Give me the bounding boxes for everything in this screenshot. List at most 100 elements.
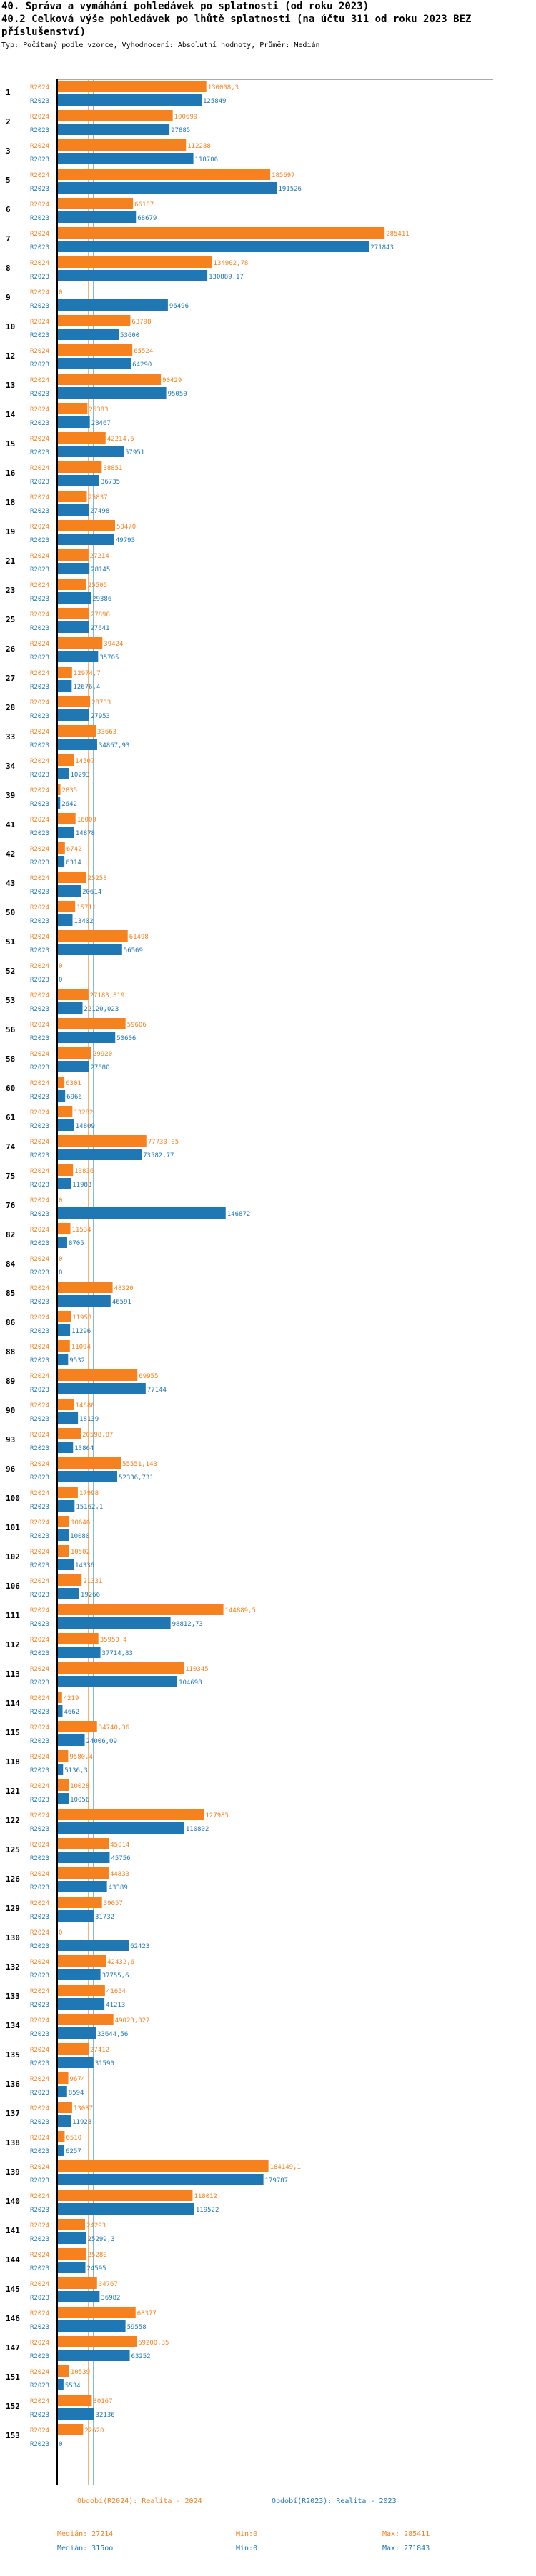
series-label-r2024: R2024 xyxy=(30,699,49,707)
category-label: 134 xyxy=(6,2021,20,2030)
category-label: 129 xyxy=(6,1904,20,1913)
bar-r2024 xyxy=(57,1018,126,1029)
series-label-r2024: R2024 xyxy=(30,2222,49,2230)
value-label-r2023: 0 xyxy=(59,977,62,984)
bar-r2024 xyxy=(57,256,212,268)
value-label-r2023: 25299,3 xyxy=(88,2236,115,2243)
series-label-r2024: R2024 xyxy=(30,1754,49,1761)
bar-r2024 xyxy=(57,1487,78,1498)
value-label-r2024: 77730,05 xyxy=(148,1139,179,1146)
series-label-r2024: R2024 xyxy=(30,319,49,326)
series-label-r2024: R2024 xyxy=(30,1871,49,1878)
bar-r2024 xyxy=(57,2277,97,2289)
bar-r2023 xyxy=(57,1002,83,1014)
series-label-r2023: R2023 xyxy=(30,391,49,398)
bar-r2023 xyxy=(57,1324,71,1336)
series-label-r2023: R2023 xyxy=(30,2324,49,2331)
series-label-r2024: R2024 xyxy=(30,1637,49,1644)
bar-r2024 xyxy=(57,608,89,619)
value-label-r2024: 69200,35 xyxy=(138,2340,169,2347)
value-label-r2023: 77144 xyxy=(147,1387,167,1394)
value-label-r2023: 11296 xyxy=(71,1328,91,1335)
bar-r2023 xyxy=(57,680,72,692)
category-label: 137 xyxy=(6,2109,20,2118)
category-label: 115 xyxy=(6,1728,20,1737)
value-label-r2024: 6742 xyxy=(66,846,82,853)
value-label-r2023: 95050 xyxy=(168,391,187,398)
bar-r2023 xyxy=(57,270,208,281)
series-label-r2024: R2024 xyxy=(30,1402,49,1409)
value-label-r2023: 10293 xyxy=(71,772,90,779)
series-label-r2024: R2024 xyxy=(30,406,49,414)
value-label-r2023: 50606 xyxy=(116,1035,136,1042)
bar-r2023 xyxy=(57,914,73,926)
bar-r2024 xyxy=(57,725,96,737)
value-label-r2023: 14336 xyxy=(75,1562,94,1569)
value-label-r2024: 10539 xyxy=(71,2369,90,2376)
series-label-r2024: R2024 xyxy=(30,875,49,882)
series-label-r2024: R2024 xyxy=(30,1168,49,1175)
category-label: 26 xyxy=(6,644,16,654)
bar-r2023 xyxy=(57,1617,171,1629)
bar-r2023 xyxy=(57,2232,86,2244)
value-label-r2023: 31590 xyxy=(95,2060,114,2067)
category-label: 130 xyxy=(6,1933,20,1942)
value-label-r2023: 98812,73 xyxy=(172,1621,203,1628)
category-label: 84 xyxy=(6,1259,16,1269)
series-label-r2024: R2024 xyxy=(30,114,49,121)
series-label-r2023: R2023 xyxy=(30,2002,49,2009)
series-label-r2023: R2023 xyxy=(30,1533,49,1540)
value-label-r2023: 29386 xyxy=(92,596,111,603)
series-label-r2024: R2024 xyxy=(30,172,49,179)
bar-r2023 xyxy=(57,592,91,604)
category-label: 90 xyxy=(6,1406,15,1415)
series-label-r2023: R2023 xyxy=(30,713,49,720)
series-label-r2023: R2023 xyxy=(30,1914,49,1921)
series-label-r2024: R2024 xyxy=(30,1227,49,1234)
value-label-r2024: 11534 xyxy=(72,1227,91,1234)
value-label-r2023: 62423 xyxy=(130,1943,149,1950)
series-label-r2023: R2023 xyxy=(30,2441,49,2448)
series-label-r2024: R2024 xyxy=(30,1578,49,1585)
category-label: 61 xyxy=(6,1113,16,1122)
value-label-r2024: 25505 xyxy=(88,582,107,589)
value-label-r2023: 56569 xyxy=(124,947,143,954)
bar-r2023 xyxy=(57,2408,94,2420)
series-label-r2024: R2024 xyxy=(30,670,49,677)
category-label: 82 xyxy=(6,1230,15,1239)
bar-r2023 xyxy=(57,768,69,779)
bar-r2024 xyxy=(57,1106,73,1117)
series-label-r2024: R2024 xyxy=(30,1607,49,1614)
value-label-r2024: 65524 xyxy=(134,348,153,355)
value-label-r2023: 37755,6 xyxy=(102,1972,129,1980)
bar-r2023 xyxy=(57,1998,105,2010)
value-label-r2024: 34740,36 xyxy=(99,1724,129,1732)
series-label-r2023: R2023 xyxy=(30,2207,49,2214)
category-label: 16 xyxy=(6,469,16,478)
series-label-r2024: R2024 xyxy=(30,2047,49,2054)
category-label: 74 xyxy=(6,1142,16,1152)
value-label-r2024: 90429 xyxy=(162,377,182,384)
value-label-r2023: 5534 xyxy=(65,2382,81,2390)
value-label-r2023: 24006,09 xyxy=(86,1738,117,1745)
value-label-r2023: 32136 xyxy=(96,2412,115,2419)
bar-r2023 xyxy=(57,153,194,164)
value-label-r2023: 27641 xyxy=(90,625,109,632)
value-label-r2024: 100699 xyxy=(174,114,198,121)
series-label-r2024: R2024 xyxy=(30,1432,49,1439)
value-label-r2023: 130889,17 xyxy=(209,274,244,281)
series-label-r2024: R2024 xyxy=(30,1373,49,1380)
value-label-r2024: 9580,4 xyxy=(69,1754,93,1761)
value-label-r2024: 0 xyxy=(59,1256,62,1263)
series-label-r2024: R2024 xyxy=(30,2193,49,2200)
series-label-r2024: R2024 xyxy=(30,934,49,941)
series-label-r2023: R2023 xyxy=(30,127,49,134)
category-label: 18 xyxy=(6,498,15,507)
value-label-r2023: 59558 xyxy=(127,2324,147,2331)
category-label: 114 xyxy=(6,1699,20,1708)
series-label-r2024: R2024 xyxy=(30,2369,49,2376)
value-label-r2023: 0 xyxy=(59,2441,62,2448)
category-label: 145 xyxy=(6,2285,20,2294)
value-label-r2024: 17998 xyxy=(79,1490,99,1497)
